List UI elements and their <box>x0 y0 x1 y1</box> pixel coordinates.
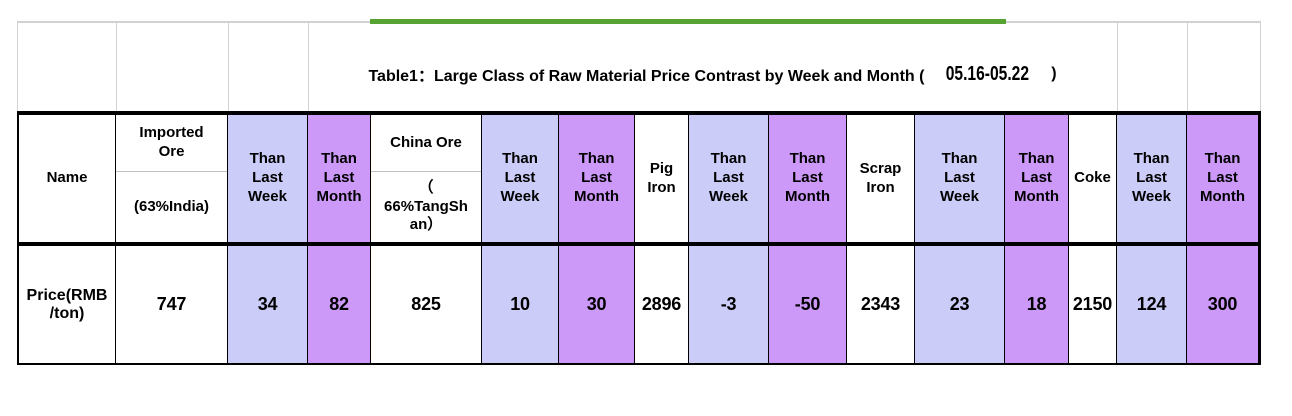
value-text: 124 <box>1136 294 1167 314</box>
value-text: 23 <box>949 294 970 314</box>
value-text: 34 <box>257 294 278 314</box>
header-cell-pig-iron-month: Than Last Month <box>769 115 847 246</box>
material-label: Coke <box>1074 169 1111 187</box>
value-text: 30 <box>586 294 607 314</box>
value-imported-ore-week-change: 34 <box>228 246 308 363</box>
value-coke-month-change: 300 <box>1187 246 1258 363</box>
header-label: Than Last Month <box>785 150 830 205</box>
title-gridline <box>1260 23 1261 111</box>
header-cell-pig-iron-week: Than Last Week <box>689 115 769 246</box>
table-title-text: Table1：Large Class of Raw Material Price… <box>368 68 925 85</box>
value-china-ore-week-change: 10 <box>482 246 559 363</box>
row-label-text: Price(RMB /ton) <box>26 286 108 322</box>
value-pig-iron-price: 2896 <box>635 246 689 363</box>
header-cell-china-ore-week: Than Last Week <box>482 115 559 246</box>
value-text: 2343 <box>860 294 901 314</box>
header-label: Than Last Week <box>940 150 979 205</box>
header-label: Than Last Month <box>574 150 619 205</box>
value-scrap-iron-week-change: 23 <box>915 246 1005 363</box>
value-text: -3 <box>720 294 737 314</box>
title-gridline <box>1117 23 1118 111</box>
material-label: Pig Iron <box>647 159 676 196</box>
material-label: Scrap Iron <box>859 159 902 196</box>
value-pig-iron-week-change: -3 <box>689 246 769 363</box>
title-gridline <box>308 23 309 111</box>
value-pig-iron-month-change: -50 <box>769 246 847 363</box>
green-accent-rule <box>370 19 1006 24</box>
header-label: Than Last Week <box>500 150 540 205</box>
header-cell-imported-ore: Imported Ore (63%India) <box>116 115 228 246</box>
raw-material-price-table: Name Imported Ore (63%India) Than Last W… <box>17 111 1261 365</box>
header-label: Than Last Week <box>248 150 287 205</box>
row-label-price: Price(RMB /ton) <box>19 246 116 363</box>
header-cell-imported-ore-week: Than Last Week <box>228 115 308 246</box>
value-scrap-iron-month-change: 18 <box>1005 246 1069 363</box>
cell-divider <box>116 171 227 172</box>
title-gridline <box>17 23 18 111</box>
material-spec-label: (63%India) <box>133 197 209 215</box>
header-cell-china-ore-month: Than Last Month <box>559 115 635 246</box>
cell-divider <box>371 171 481 172</box>
value-text: 82 <box>329 294 349 314</box>
header-cell-pig-iron: Pig Iron <box>635 115 689 246</box>
table-title: Table1：Large Class of Raw Material Price… <box>308 57 1117 91</box>
header-cell-name: Name <box>19 115 116 246</box>
value-coke-week-change: 124 <box>1117 246 1187 363</box>
value-text: 2896 <box>641 294 682 314</box>
header-cell-china-ore: China Ore （ 66%TangSh an） <box>371 115 482 246</box>
title-gridline <box>116 23 117 111</box>
header-cell-scrap-iron-week: Than Last Week <box>915 115 1005 246</box>
material-label: China Ore <box>390 133 462 151</box>
value-imported-ore-month-change: 82 <box>308 246 371 363</box>
value-imported-ore-price: 747 <box>116 246 228 363</box>
table-title-date-range: 05.16-05.22 <box>946 62 1030 85</box>
value-text: 747 <box>156 294 187 314</box>
value-text: 825 <box>411 294 441 314</box>
title-gridline <box>1187 23 1188 111</box>
value-text: 10 <box>510 294 530 314</box>
table-title-close-paren: ) <box>1051 65 1057 82</box>
header-cell-scrap-iron: Scrap Iron <box>847 115 915 246</box>
value-text: 300 <box>1207 294 1238 314</box>
header-label: Than Last Month <box>316 150 362 205</box>
header-cell-coke-month: Than Last Month <box>1187 115 1258 246</box>
value-china-ore-month-change: 30 <box>559 246 635 363</box>
header-cell-scrap-iron-month: Than Last Month <box>1005 115 1069 246</box>
material-spec-label: （ 66%TangSh an） <box>384 178 468 234</box>
material-label: Imported Ore <box>139 124 204 160</box>
header-label: Than Last Month <box>1014 150 1059 205</box>
header-label: Than Last Week <box>709 150 748 205</box>
header-label: Than Last Month <box>1200 150 1245 205</box>
value-text: 18 <box>1026 294 1047 314</box>
header-label: Than Last Week <box>1132 150 1171 205</box>
value-china-ore-price: 825 <box>371 246 482 363</box>
value-text: 2150 <box>1072 294 1113 314</box>
header-cell-coke-week: Than Last Week <box>1117 115 1187 246</box>
header-cell-coke: Coke <box>1069 115 1117 246</box>
value-text: -50 <box>794 294 821 314</box>
value-scrap-iron-price: 2343 <box>847 246 915 363</box>
header-cell-imported-ore-month: Than Last Month <box>308 115 371 246</box>
header-label: Name <box>46 169 88 187</box>
value-coke-price: 2150 <box>1069 246 1117 363</box>
title-gridline <box>228 23 229 111</box>
